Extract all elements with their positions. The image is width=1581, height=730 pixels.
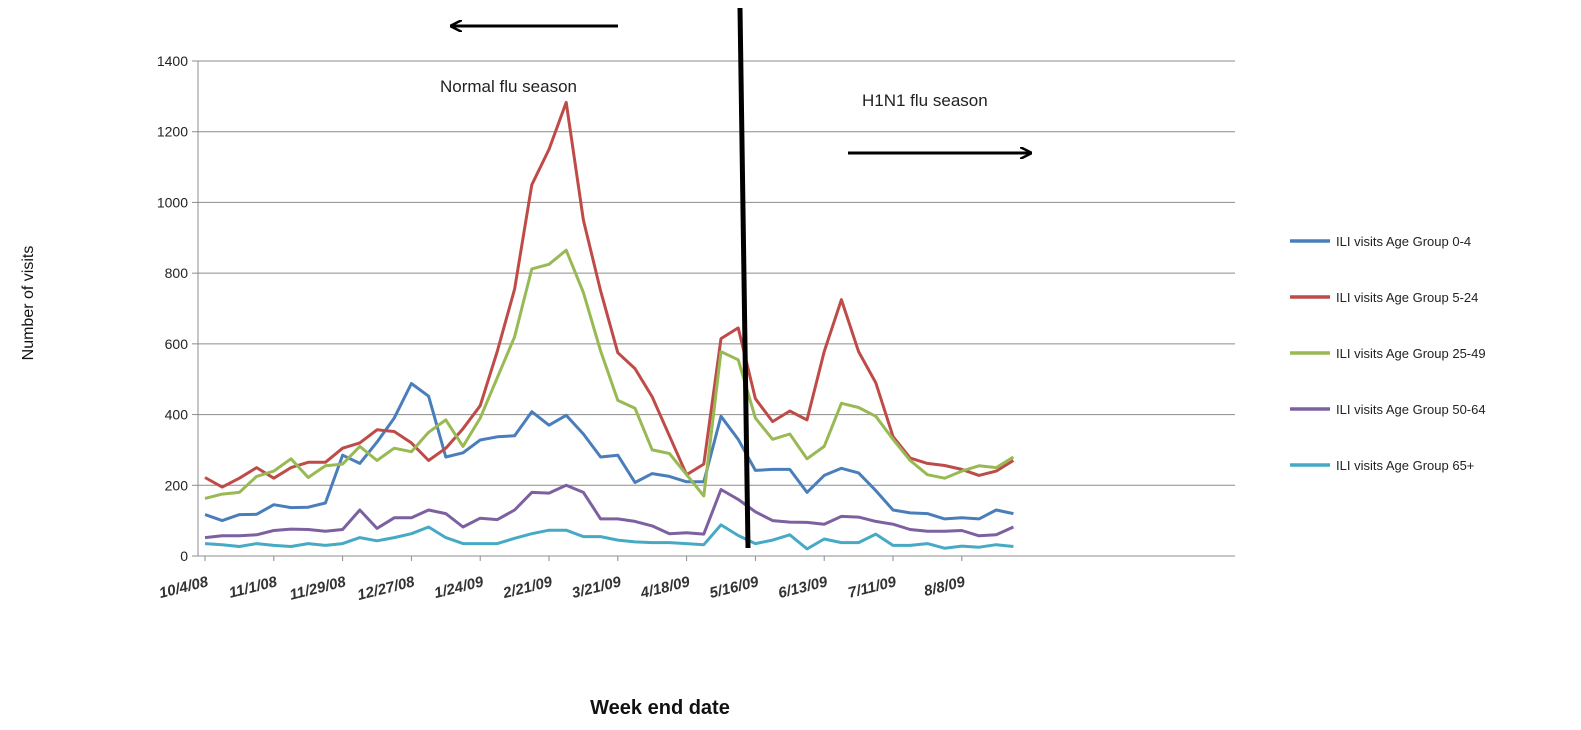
series-line bbox=[204, 382, 1014, 523]
gridlines bbox=[198, 60, 1235, 557]
series-line bbox=[204, 523, 1014, 551]
x-tick-label: 2/21/09 bbox=[500, 573, 554, 602]
normal-season-label: Normal flu season bbox=[440, 77, 577, 96]
x-tick-label: 8/8/09 bbox=[922, 573, 967, 600]
x-tick-label: 4/18/09 bbox=[638, 573, 692, 602]
series-line bbox=[204, 483, 1015, 540]
y-tick-label: 400 bbox=[165, 407, 189, 423]
legend: ILI visits Age Group 0-4 ILI visits Age G… bbox=[1290, 234, 1486, 473]
series-line bbox=[204, 248, 1015, 500]
y-axis-label: Number of visits bbox=[20, 246, 37, 361]
series-line bbox=[204, 100, 1015, 489]
x-tick-label: 5/16/09 bbox=[708, 573, 761, 602]
y-tick-label: 0 bbox=[180, 548, 188, 564]
x-tick-label: 1/24/09 bbox=[432, 573, 485, 602]
legend-label: ILI visits Age Group 50-64 bbox=[1336, 402, 1486, 417]
x-tick-label: 11/29/08 bbox=[288, 573, 348, 604]
x-tick-label: 7/11/09 bbox=[846, 573, 898, 601]
legend-label: ILI visits Age Group 65+ bbox=[1336, 458, 1474, 473]
axes: 0 200 400 600 800 1000 1200 1400 10/4/08 11/1/08 1… bbox=[157, 53, 1235, 604]
y-tick-label: 600 bbox=[165, 336, 189, 352]
legend-label: ILI visits Age Group 25-49 bbox=[1336, 346, 1486, 361]
season-divider-line bbox=[737, 7, 751, 549]
y-tick-label: 1000 bbox=[157, 194, 188, 210]
x-tick-label: 3/21/09 bbox=[570, 573, 623, 602]
y-tick-label: 1200 bbox=[157, 124, 188, 140]
y-tick-label: 200 bbox=[165, 477, 189, 493]
y-tick-label: 1400 bbox=[157, 53, 188, 69]
legend-label: ILI visits Age Group 5-24 bbox=[1336, 290, 1478, 305]
h1n1-season-label: H1N1 flu season bbox=[862, 91, 988, 110]
legend-label: ILI visits Age Group 0-4 bbox=[1336, 234, 1471, 249]
x-tick-label: 12/27/08 bbox=[356, 573, 417, 604]
series-lines bbox=[204, 100, 1015, 551]
x-tick-label: 11/1/08 bbox=[227, 573, 279, 601]
y-tick-label: 800 bbox=[165, 265, 189, 281]
x-tick-label: 6/13/09 bbox=[776, 573, 829, 602]
x-axis-label: Week end date bbox=[590, 697, 730, 719]
x-tick-label: 10/4/08 bbox=[157, 573, 210, 602]
